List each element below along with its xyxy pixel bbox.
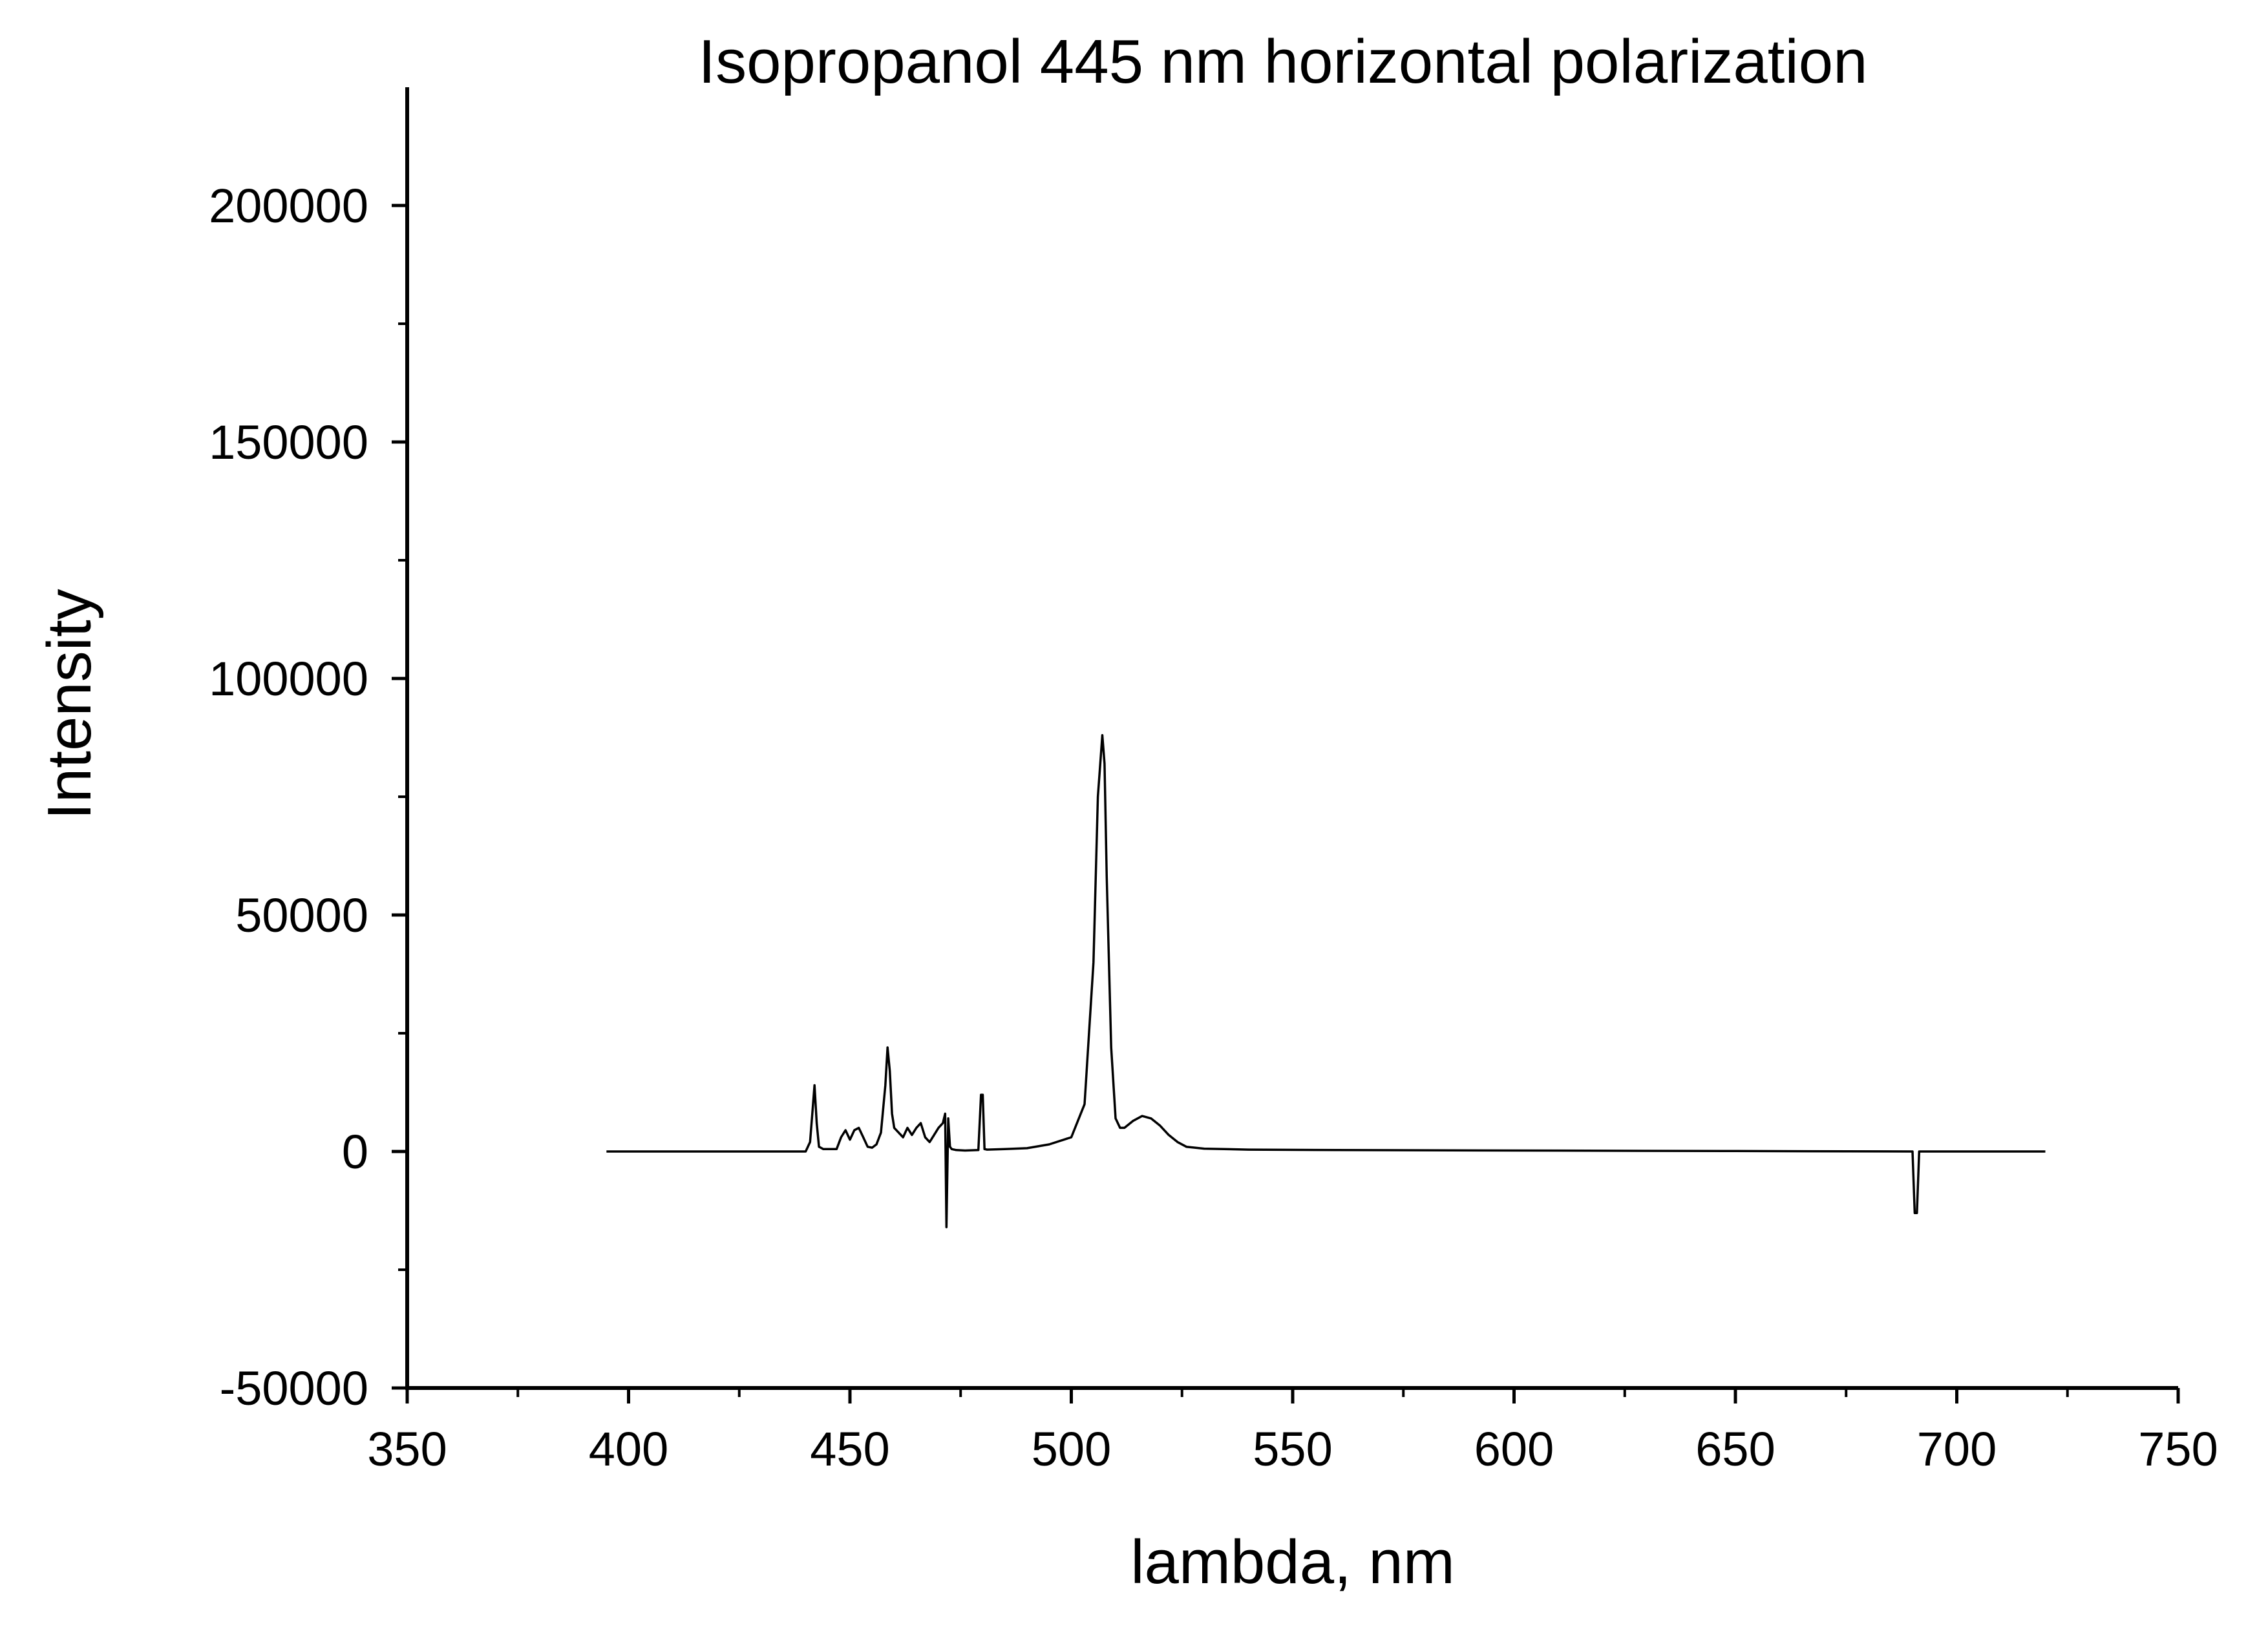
x-axis-label: lambda, nm [1130, 1528, 1455, 1597]
y-axis-label: Intensity [35, 589, 104, 820]
series-layer [606, 734, 2046, 1228]
x-tick-label: 650 [1695, 1422, 1775, 1476]
plot-area [405, 87, 2178, 1390]
x-tick-label: 500 [1032, 1422, 1111, 1476]
x-tick-label: 400 [589, 1422, 668, 1476]
x-axis-ticks: 350 400 450 500 550 600 650 700 750 [367, 1388, 2218, 1476]
y-tick-label: 200000 [209, 179, 368, 233]
series-line [606, 734, 2046, 1228]
x-tick-label: 600 [1474, 1422, 1554, 1476]
x-tick-label: 750 [2138, 1422, 2218, 1476]
x-tick-label: 350 [367, 1422, 447, 1476]
chart-title: Isopropanol 445 nm horizontal polarizati… [698, 27, 1867, 96]
y-tick-label: 100000 [209, 652, 368, 706]
y-tick-label: 150000 [209, 415, 368, 469]
x-tick-label: 450 [810, 1422, 889, 1476]
x-tick-label: 700 [1917, 1422, 1997, 1476]
y-tick-label: 50000 [235, 888, 368, 942]
x-tick-label: 550 [1253, 1422, 1332, 1476]
y-tick-label: 0 [342, 1125, 368, 1179]
y-tick-label: -50000 [220, 1361, 368, 1415]
y-axis-ticks: -50000 0 50000 100000 150000 200000 [209, 179, 407, 1415]
